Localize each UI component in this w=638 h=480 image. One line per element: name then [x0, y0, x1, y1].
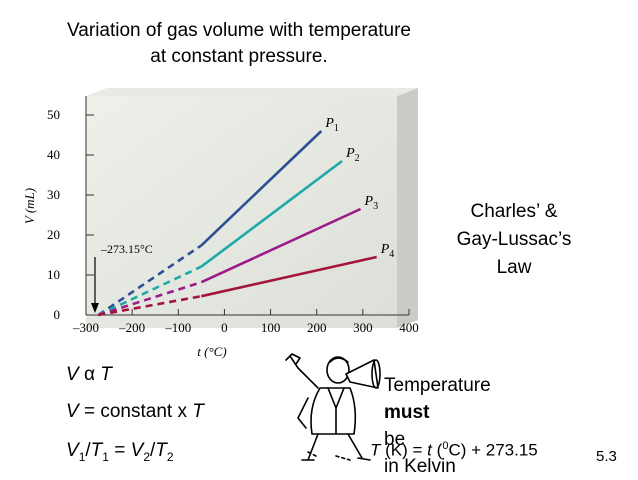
- kelvin-note-text2: be: [384, 429, 406, 450]
- panel-side: [397, 88, 418, 328]
- eq2-mid: = constant x: [83, 401, 187, 422]
- y-tick-label: 30: [47, 187, 60, 202]
- eq3-t2: T: [155, 440, 167, 461]
- series-p2-label: P2: [345, 146, 360, 164]
- law-line-3: Law: [496, 257, 532, 278]
- eq3-sub3: 2: [143, 449, 150, 464]
- title-line-2: at constant pressure.: [150, 46, 328, 67]
- series-p2-extrapolated: [97, 265, 202, 317]
- y-tick-label: 10: [47, 267, 60, 282]
- eq3-slash1: /: [85, 440, 91, 461]
- conv-c-unit: C) + 273.15: [448, 440, 538, 460]
- x-tick-label: 0: [221, 320, 228, 335]
- conv-k-unit: (K) =: [385, 440, 423, 460]
- series-p1-line: [200, 130, 323, 247]
- x-tick-label: 400: [399, 320, 419, 335]
- conv-paren: (: [436, 440, 443, 460]
- eq2-v: V: [66, 401, 79, 422]
- eq2-t: T: [192, 401, 204, 422]
- x-tick-label: –100: [164, 320, 191, 335]
- eq3-equals: =: [114, 440, 126, 461]
- kelvin-note: Temperature must be in Kelvin: [384, 372, 491, 480]
- kelvin-note-line-1: Temperature must be: [384, 372, 491, 453]
- series-p3-label: P3: [364, 194, 379, 212]
- conv-t: t: [427, 440, 432, 460]
- title-line-1: Variation of gas volume with temperature: [67, 20, 411, 41]
- charles-law-chart: 0 10 20 30 40 50 –300 –200 –100 0 100 200 300 400 P1…: [22, 88, 419, 359]
- eq1-t: T: [100, 364, 112, 385]
- x-axis-title: t (°C): [197, 344, 226, 359]
- series-p2-line: [200, 159, 343, 268]
- x-tick-label: –200: [118, 320, 145, 335]
- constant-equation: V = constant x T: [66, 401, 204, 423]
- eq3-sub4: 2: [166, 449, 174, 464]
- y-tick-label: 50: [47, 107, 60, 122]
- conv-tk: T: [370, 440, 381, 460]
- x-tick-label: –300: [72, 320, 99, 335]
- eq3-t1: T: [90, 440, 103, 461]
- absolute-zero-annotation: –273.15°C: [100, 242, 153, 256]
- ratio-equation: V1/T1 = V2/T2: [66, 440, 174, 464]
- series-p4-line: [201, 255, 377, 298]
- eq1-alpha: α: [83, 364, 95, 385]
- kelvin-note-bold: must: [384, 402, 430, 423]
- kelvin-note-line-2: in Kelvin: [384, 456, 456, 477]
- kelvin-note-text1: Temperature: [384, 375, 491, 396]
- plot-panel: [86, 96, 397, 328]
- eq1-v: V: [66, 364, 79, 385]
- eq3-sub1: 1: [78, 449, 86, 464]
- law-line-1: Charles’ &: [470, 201, 558, 222]
- eq3-sub2: 1: [102, 449, 109, 464]
- zero-arrow-head: [91, 303, 99, 313]
- series-p1-label: P1: [324, 116, 339, 134]
- eq3-v2: V: [130, 440, 144, 461]
- series-p4-extrapolated: [98, 294, 202, 317]
- panel-top: [86, 88, 418, 96]
- series-p1-extrapolated: [97, 244, 203, 317]
- eq3-v1: V: [66, 440, 79, 461]
- x-tick-label: 300: [353, 320, 373, 335]
- kelvin-conversion: T (K) = t (0C) + 273.15: [370, 440, 538, 461]
- series-p3-line: [200, 207, 362, 284]
- x-tick-label: 200: [307, 320, 327, 335]
- series-p3-extrapolated: [97, 280, 202, 317]
- eq3-slash2: /: [150, 440, 156, 461]
- y-ticks: 0 10 20 30 40 50: [47, 107, 94, 322]
- megaphone-man-illustration: [285, 353, 381, 461]
- y-tick-label: 0: [54, 307, 61, 322]
- y-tick-label: 20: [47, 227, 60, 242]
- series-p4-label: P4: [380, 242, 395, 260]
- y-tick-label: 40: [47, 147, 60, 162]
- series-group: P1 P2 P3 P4: [97, 116, 395, 317]
- y-axis-title: V (mL): [22, 188, 37, 224]
- law-label: Charles’ & Gay-Lussac’s Law: [440, 198, 588, 282]
- slide-number: 5.3: [596, 448, 617, 465]
- law-line-2: Gay-Lussac’s: [456, 229, 572, 250]
- x-ticks: –300 –200 –100 0 100 200 300 400: [72, 309, 419, 335]
- slide-title: Variation of gas volume with temperature…: [0, 18, 478, 70]
- proportionality-equation: V α T: [66, 364, 112, 386]
- conv-zero-sup: 0: [442, 440, 449, 452]
- x-tick-label: 100: [261, 320, 281, 335]
